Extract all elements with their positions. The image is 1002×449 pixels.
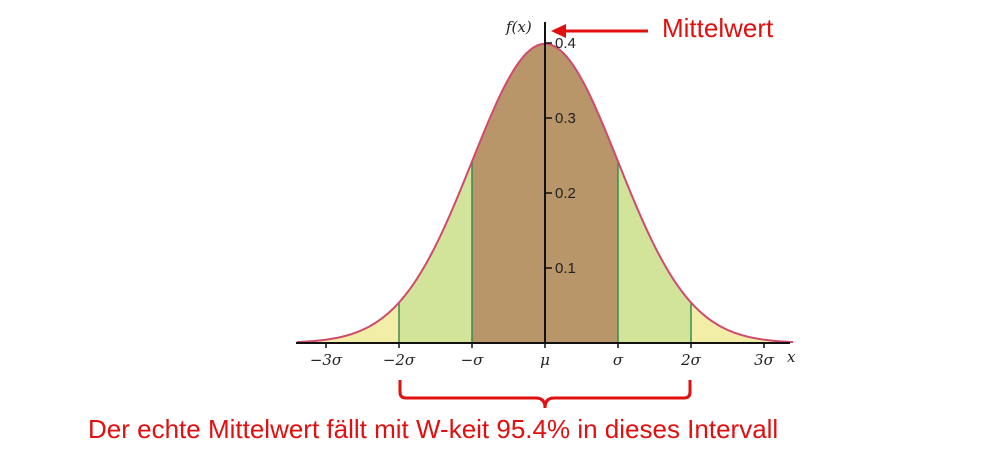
x-tick-label: μ [540, 351, 550, 369]
x-tick-label: −σ [461, 351, 485, 369]
x-axis-label: x [787, 348, 796, 366]
x-tick-label: 3σ [754, 351, 775, 369]
y-ticks: 0.1 0.2 0.3 0.4 [545, 35, 576, 277]
interval-label: Der echte Mittelwert fällt mit W-keit 95… [88, 414, 778, 444]
mean-arrow-head-icon [551, 24, 566, 38]
x-tick-label: −2σ [383, 351, 416, 369]
mean-label: Mittelwert [662, 13, 774, 43]
mean-annotation: Mittelwert [551, 13, 774, 43]
y-tick-label: 0.4 [555, 35, 576, 52]
y-tick-label: 0.2 [555, 185, 576, 202]
interval-brace [398, 380, 692, 409]
y-tick-label: 0.1 [555, 260, 576, 277]
y-axis-label: f(x) [505, 18, 532, 36]
x-tick-label: −3σ [310, 351, 343, 369]
x-tick-label: 2σ [680, 351, 702, 369]
x-tick-label: σ [613, 351, 624, 369]
sigma-dividers [398, 161, 692, 343]
y-tick-label: 0.3 [555, 110, 576, 127]
x-ticks: −3σ −2σ −σ μ σ 2σ 3σ [310, 343, 775, 369]
